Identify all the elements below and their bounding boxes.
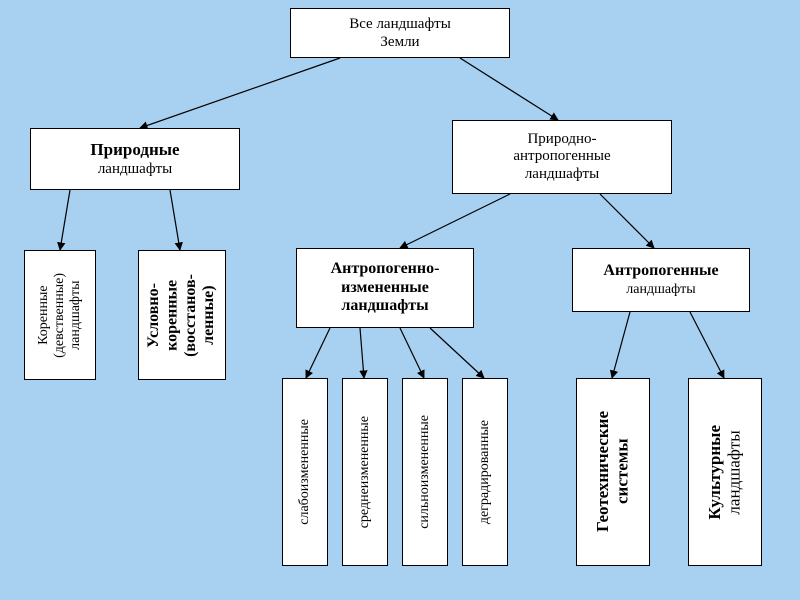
node-silno: сильноизмененные bbox=[402, 378, 448, 566]
edge-anthro_nat-anthro_mod bbox=[400, 194, 510, 248]
edge-anthro_mod-slabo bbox=[306, 328, 330, 378]
node-label: Коренные (девственные) ландшафты bbox=[36, 273, 84, 358]
node-natural: Природные ландшафты bbox=[30, 128, 240, 190]
node-label: Антропогенные ландшафты bbox=[579, 262, 743, 299]
edge-natural-korennye bbox=[60, 190, 70, 250]
diagram-canvas: Все ландшафты Земли Природные ландшафты … bbox=[0, 0, 800, 600]
node-label: Культурные ландшафты bbox=[705, 425, 744, 520]
edge-anthro_mod-degrad bbox=[430, 328, 484, 378]
node-label: Природные ландшафты bbox=[37, 140, 233, 179]
node-label: сильноизмененные bbox=[417, 415, 433, 529]
node-root: Все ландшафты Земли bbox=[290, 8, 510, 58]
node-geotech: Геотехнические системы bbox=[576, 378, 650, 566]
node-label: Все ландшафты Земли bbox=[297, 15, 503, 52]
node-label: деградированные bbox=[477, 420, 493, 524]
node-degrad: деградированные bbox=[462, 378, 508, 566]
edge-root-anthro_nat bbox=[460, 58, 558, 120]
node-label: Условно- коренные (восстанов- ленные) bbox=[145, 274, 219, 357]
edge-natural-uslovno bbox=[170, 190, 180, 250]
edge-anthro_mod-sredne bbox=[360, 328, 364, 378]
node-slabo: слабоизмененные bbox=[282, 378, 328, 566]
node-korennye: Коренные (девственные) ландшафты bbox=[24, 250, 96, 380]
edge-anthro-kultur bbox=[690, 312, 724, 378]
node-kultur: Культурные ландшафты bbox=[688, 378, 762, 566]
node-anthro-mod: Антропогенно- измененные ландшафты bbox=[296, 248, 474, 328]
node-anthro-nat: Природно- антропогенные ландшафты bbox=[452, 120, 672, 194]
node-label: Геотехнические системы bbox=[593, 411, 632, 532]
node-label: Антропогенно- измененные ландшафты bbox=[303, 260, 467, 315]
edge-root-natural bbox=[140, 58, 340, 128]
node-label: Природно- антропогенные ландшафты bbox=[459, 131, 665, 183]
node-label: слабоизмененные bbox=[297, 419, 313, 525]
node-anthro: Антропогенные ландшафты bbox=[572, 248, 750, 312]
node-uslovno: Условно- коренные (восстанов- ленные) bbox=[138, 250, 226, 380]
node-label: среднеизмененные bbox=[357, 416, 373, 528]
node-sredne: среднеизмененные bbox=[342, 378, 388, 566]
edge-anthro_nat-anthro bbox=[600, 194, 654, 248]
edge-anthro_mod-silno bbox=[400, 328, 424, 378]
edge-anthro-geotech bbox=[612, 312, 630, 378]
